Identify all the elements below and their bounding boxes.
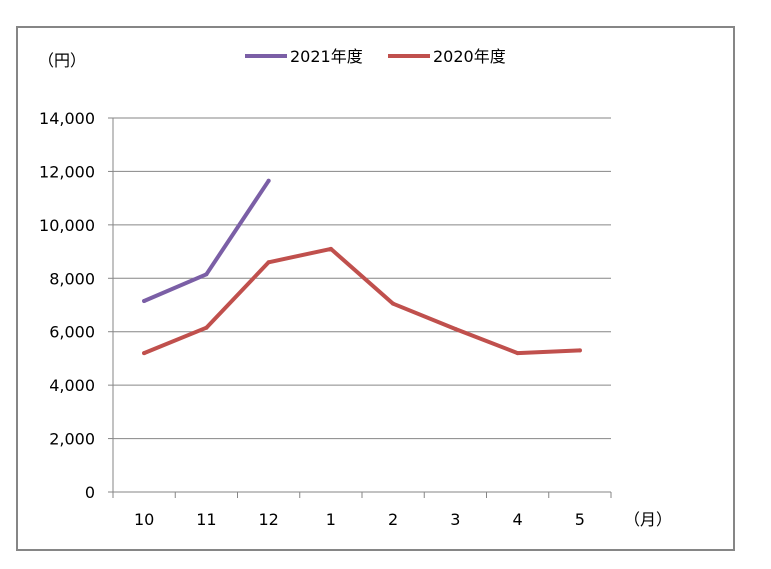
legend-item-2020: 2020年度 xyxy=(388,47,506,66)
series-line-2020年度 xyxy=(142,246,582,356)
grid-lines xyxy=(113,117,611,440)
data-point xyxy=(328,246,333,251)
y-tick-label: 12,000 xyxy=(39,162,95,181)
data-point xyxy=(142,298,147,303)
legend: 2021年度 2020年度 xyxy=(245,47,506,66)
data-point xyxy=(204,325,209,330)
x-tick-label: 11 xyxy=(196,510,216,529)
y-unit-label: （円） xyxy=(38,51,86,70)
data-point xyxy=(204,272,209,277)
legend-label-2020: 2020年度 xyxy=(433,47,506,66)
data-point xyxy=(453,327,458,332)
data-point xyxy=(391,301,396,306)
y-tick-label: 8,000 xyxy=(49,269,95,288)
series-lines xyxy=(142,178,582,356)
x-tick-label: 10 xyxy=(134,510,154,529)
data-point xyxy=(577,348,582,353)
data-point xyxy=(266,178,271,183)
y-tick-labels: 0 2,000 4,000 6,000 8,000 10,000 12,000 14,000 xyxy=(39,109,95,502)
x-tick-label: 1 xyxy=(326,510,336,529)
legend-item-2021: 2021年度 xyxy=(245,47,363,66)
y-tick-label: 6,000 xyxy=(49,323,95,342)
axes xyxy=(108,117,612,498)
x-tick-labels: 10 11 12 1 2 3 4 5 xyxy=(134,510,585,529)
x-tick-label: 5 xyxy=(575,510,585,529)
x-tick-label: 4 xyxy=(513,510,523,529)
x-tick-label: 2 xyxy=(388,510,398,529)
legend-label-2021: 2021年度 xyxy=(290,47,363,66)
x-tick-label: 3 xyxy=(450,510,460,529)
data-point xyxy=(515,351,520,356)
y-tick-label: 10,000 xyxy=(39,216,95,235)
y-tick-label: 14,000 xyxy=(39,109,95,128)
x-unit-label: （月） xyxy=(624,510,672,529)
x-tick-label: 12 xyxy=(258,510,278,529)
data-point xyxy=(142,351,147,356)
y-tick-label: 2,000 xyxy=(49,430,95,449)
y-tick-label: 4,000 xyxy=(49,376,95,395)
data-point xyxy=(266,260,271,265)
y-tick-label: 0 xyxy=(85,483,95,502)
